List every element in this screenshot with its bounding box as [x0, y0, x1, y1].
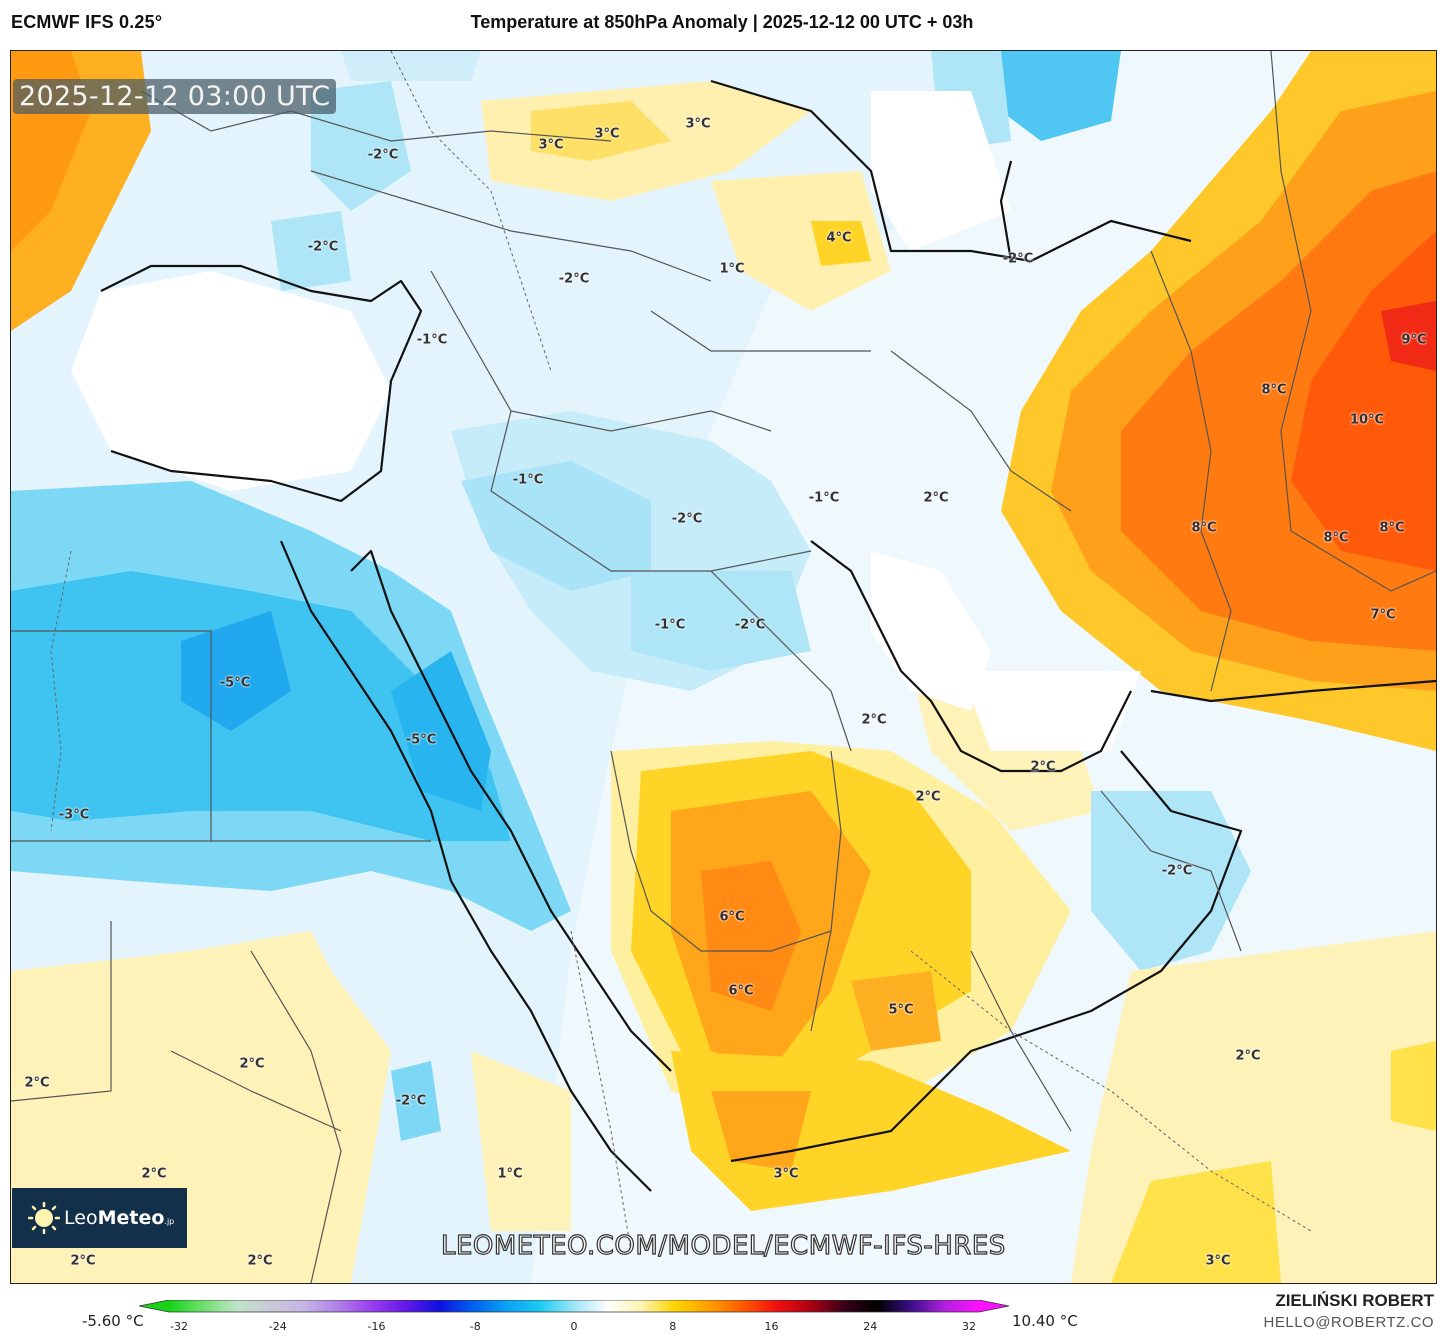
logo-text: LeoMeteo.jp: [64, 1207, 175, 1229]
isotherm-label: 2°C: [861, 712, 887, 728]
leometeo-logo[interactable]: LeoMeteo.jp: [12, 1188, 187, 1248]
isotherm-label: 4°C: [826, 230, 852, 246]
source-watermark: LEOMETEO.COM/MODEL/ECMWF-IFS-HRES: [440, 1230, 1006, 1261]
isotherm-label: 2°C: [24, 1075, 50, 1091]
isotherm-label: -2°C: [1002, 251, 1034, 267]
isotherm-label: -2°C: [1161, 863, 1193, 879]
isotherm-label: 2°C: [70, 1253, 96, 1269]
isotherm-label: -2°C: [671, 511, 703, 527]
isotherm-label: -1°C: [512, 472, 544, 488]
isotherm-label: -2°C: [558, 271, 590, 287]
isotherm-label: -1°C: [416, 332, 448, 348]
isotherm-label: -1°C: [654, 617, 686, 633]
isotherm-label: 2°C: [1030, 759, 1056, 775]
isotherm-label: -2°C: [367, 147, 399, 163]
isotherm-label: 9°C: [1401, 332, 1427, 348]
isotherm-label: -1°C: [808, 490, 840, 506]
sun-icon: [27, 1201, 61, 1235]
isotherm-label: 2°C: [923, 490, 949, 506]
isotherm-label: -2°C: [734, 617, 766, 633]
isotherm-label: 8°C: [1379, 520, 1405, 536]
colorbar-max-label: 10.40 °C: [1012, 1312, 1078, 1330]
isotherm-label: 8°C: [1261, 382, 1287, 398]
isotherm-label: 8°C: [1323, 530, 1349, 546]
temperature-field: [11, 51, 1436, 1283]
isotherm-label: -5°C: [219, 675, 251, 691]
colorbar-tick: 8: [669, 1320, 677, 1333]
colorbar-tick: -16: [367, 1320, 386, 1333]
isotherm-label: -5°C: [405, 732, 437, 748]
isotherm-label: 3°C: [685, 116, 711, 132]
isotherm-label: 2°C: [247, 1253, 273, 1269]
isotherm-label: 1°C: [497, 1166, 523, 1182]
anomaly-map[interactable]: 2025-12-12 03:00 UTC -2°C 3°C 3°C 3°C -2°C 4°…: [10, 50, 1437, 1284]
author-email[interactable]: HELLO@ROBERTZ.CO: [1263, 1314, 1434, 1331]
isotherm-label: 6°C: [719, 909, 745, 925]
isotherm-label: -2°C: [395, 1093, 427, 1109]
isotherm-label: 3°C: [773, 1166, 799, 1182]
isotherm-label: 2°C: [915, 789, 941, 805]
isotherm-label: 5°C: [888, 1002, 914, 1018]
colorbar-min-label: -5.60 °C: [82, 1312, 144, 1330]
isotherm-label: 2°C: [1235, 1048, 1261, 1064]
colorbar-tick: 0: [570, 1320, 578, 1333]
isotherm-label: -3°C: [58, 807, 90, 823]
colorbar: -5.60 °C -32 -24 -16 -8 0 8 16 24 32 10.40 °C: [0, 1290, 1444, 1338]
isotherm-label: 1°C: [719, 261, 745, 277]
colorbar-tick: -32: [170, 1320, 188, 1333]
colorbar-tick: 24: [863, 1320, 878, 1333]
isotherm-label: 2°C: [239, 1056, 265, 1072]
isotherm-label: 10°C: [1349, 412, 1385, 428]
isotherm-label: -2°C: [307, 239, 339, 255]
colorbar-gradient: [139, 1300, 1010, 1313]
valid-time-stamp: 2025-12-12 03:00 UTC: [13, 79, 337, 114]
colorbar-tick: 32: [962, 1320, 976, 1333]
author-name: ZIELIŃSKI ROBERT: [1275, 1291, 1434, 1310]
colorbar-tick: 16: [764, 1320, 779, 1333]
isotherm-label: 7°C: [1370, 607, 1396, 623]
colorbar-tick: -8: [469, 1320, 481, 1333]
isotherm-label: 6°C: [728, 983, 754, 999]
model-name: ECMWF IFS 0.25°: [11, 12, 163, 32]
colorbar-tick: -24: [268, 1320, 287, 1333]
isotherm-label: 2°C: [141, 1166, 167, 1182]
isotherm-label: 8°C: [1191, 520, 1217, 536]
isotherm-label: 3°C: [594, 126, 620, 142]
chart-title: Temperature at 850hPa Anomaly | 2025-12-…: [470, 12, 974, 32]
isotherm-label: 3°C: [538, 137, 564, 153]
isotherm-label: 3°C: [1205, 1253, 1231, 1269]
author-credit: ZIELIŃSKI ROBERT HELLO@ROBERTZ.CO: [1264, 1291, 1434, 1331]
